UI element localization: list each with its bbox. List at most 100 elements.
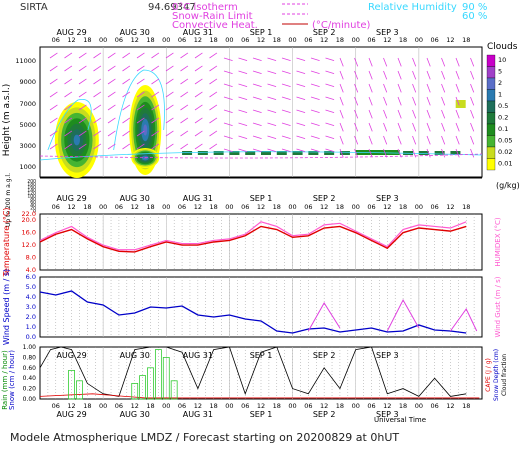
colorbar-tick: 5 (498, 68, 502, 76)
wind-arrow (209, 104, 218, 111)
wind-arrow (441, 148, 446, 158)
hour-tick-label: 18 (210, 36, 218, 44)
wind-arrow (223, 122, 233, 127)
rain-bar (162, 356, 170, 400)
wind-arrow (412, 70, 417, 80)
day-label: SEP 2 (313, 194, 336, 203)
rain-bar (68, 369, 75, 400)
day-label: AUG 30 (120, 28, 150, 37)
footer-text: Modele Atmospherique LMDZ / Forecast sta… (10, 431, 399, 444)
hour-tick-label: 06 (241, 36, 249, 44)
hour-tick-label: 00 (225, 203, 233, 211)
colorbar-swatch (486, 66, 496, 79)
wind-arrow (165, 104, 174, 111)
wind-arrow (180, 104, 189, 111)
hour-tick-label: 12 (446, 203, 454, 211)
wind-arrow (209, 78, 218, 85)
wind-arrow (339, 57, 344, 67)
wind-arrow (122, 130, 131, 137)
wind-arrow (194, 91, 203, 98)
wind-arrow (426, 148, 431, 158)
cloud-layer (418, 151, 429, 155)
wind-arrow (107, 104, 116, 111)
wind-arrow (209, 143, 218, 150)
p1-ytick-lower: 160 (27, 185, 36, 191)
wind-arrow (267, 148, 277, 153)
day-label: SEP 1 (250, 28, 273, 37)
wind-arrow (267, 83, 277, 88)
colorbar-swatch (486, 100, 496, 113)
wind-arrow (325, 70, 335, 75)
site-label: SIRTA (20, 2, 48, 13)
x-axis-label: Universal Time (374, 416, 426, 424)
wind-arrow (470, 70, 475, 80)
p3-ylabel: Wind Speed (m / s) (2, 269, 11, 345)
wind-arrow (455, 70, 460, 80)
hour-tick-label: 00 (415, 402, 423, 410)
wind-arrow (325, 109, 335, 114)
wind-arrow (310, 70, 320, 75)
colorbar-unit: (g/kg) (496, 181, 520, 190)
hour-tick-label: 00 (352, 402, 360, 410)
rh-value-60: 60 % (462, 11, 487, 22)
wind-arrow (180, 91, 189, 98)
hour-tick-label: 00 (162, 203, 170, 211)
wind-arrow (238, 109, 248, 114)
wind-arrow (49, 52, 58, 59)
wind-arrow (281, 70, 291, 75)
p1-ytick: 11000 (15, 57, 36, 65)
p2-ylabel-right: HUMIDEX (°C) (494, 217, 502, 266)
wind-arrow (455, 57, 460, 67)
wind-arrow (441, 57, 446, 67)
hour-tick-label: 12 (383, 402, 391, 410)
wind-arrow (397, 135, 402, 145)
p2-ytick: 22.0 (22, 210, 36, 218)
wind-arrow (368, 83, 373, 93)
wind-arrow (223, 70, 233, 75)
wind-arrow (368, 57, 373, 67)
wind-arrow (93, 130, 102, 137)
wind-arrow (426, 57, 431, 67)
wind-arrow (441, 109, 446, 119)
wind-arrow (64, 52, 73, 59)
wind-arrow (238, 135, 248, 140)
hour-tick-label: 12 (383, 36, 391, 44)
day-label: SEP 3 (376, 410, 399, 419)
wind-arrow (426, 70, 431, 80)
wind-arrow (209, 65, 218, 72)
wind-arrow (267, 96, 277, 101)
wind-arrow (354, 96, 359, 106)
wind-arrow (397, 109, 402, 119)
wind-arrow (151, 104, 160, 111)
wind-arrow (296, 135, 306, 140)
hour-tick-label: 06 (241, 203, 249, 211)
wind-arrow (325, 148, 335, 153)
day-label: SEP 3 (376, 28, 399, 37)
wind-arrow (455, 148, 460, 158)
hour-tick-label: 12 (320, 203, 328, 211)
wind-arrow (209, 130, 218, 137)
hour-tick-label: 00 (162, 36, 170, 44)
hour-tick-label: 00 (288, 203, 296, 211)
wind-arrow (136, 130, 145, 137)
wind-arrow (165, 78, 174, 85)
wind-arrow (252, 135, 262, 140)
coords-label: 94.69347 (148, 2, 196, 13)
wind-arrow (151, 52, 160, 59)
rain-bar (154, 349, 162, 400)
wind-arrow (470, 57, 475, 67)
wind-arrow (78, 78, 87, 85)
hour-tick-label: 00 (99, 203, 107, 211)
hour-tick-label: 18 (146, 36, 154, 44)
hour-tick-label: 18 (336, 36, 344, 44)
wind-arrow (412, 109, 417, 119)
wind-arrow (455, 83, 460, 93)
colorbar-tick: 2 (498, 79, 502, 87)
colorbar-swatch (486, 112, 496, 125)
wind-arrow (267, 57, 277, 62)
wind-arrow (194, 130, 203, 137)
hour-tick-label: 18 (146, 203, 154, 211)
hour-tick-label: 12 (67, 36, 75, 44)
wind-arrow (151, 91, 160, 98)
